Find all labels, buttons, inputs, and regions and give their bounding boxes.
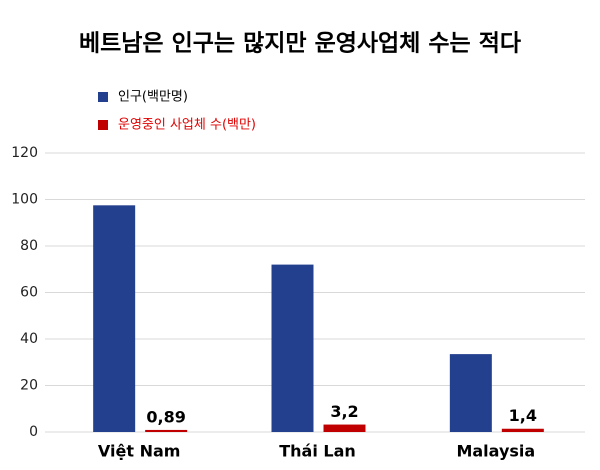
bar bbox=[93, 205, 136, 432]
legend-label: 운영중인 사업체 수(백만) bbox=[118, 118, 256, 133]
bar bbox=[449, 354, 492, 432]
bar bbox=[145, 429, 188, 432]
y-tick-label: 80 bbox=[20, 238, 38, 254]
bar bbox=[501, 428, 544, 432]
legend-label: 인구(백만명) bbox=[118, 90, 188, 105]
x-tick-label: Việt Nam bbox=[98, 442, 181, 461]
bar bbox=[271, 264, 314, 432]
data-label: 1,4 bbox=[509, 406, 537, 425]
x-tick-label: Malaysia bbox=[456, 442, 535, 461]
y-tick-label: 100 bbox=[11, 192, 38, 208]
y-tick-label: 20 bbox=[20, 378, 38, 394]
legend-swatch bbox=[98, 92, 108, 102]
y-tick-label: 60 bbox=[20, 285, 38, 301]
data-label: 0,89 bbox=[146, 407, 185, 426]
legend-swatch bbox=[98, 120, 108, 130]
y-tick-label: 0 bbox=[29, 424, 38, 440]
chart-title: 베트남은 인구는 많지만 운영사업체 수는 적다 bbox=[79, 31, 521, 57]
x-tick-label: Thái Lan bbox=[279, 442, 356, 461]
data-label: 3,2 bbox=[330, 402, 358, 421]
y-tick-label: 40 bbox=[20, 331, 38, 347]
bar bbox=[323, 424, 366, 432]
y-tick-label: 120 bbox=[11, 145, 38, 161]
